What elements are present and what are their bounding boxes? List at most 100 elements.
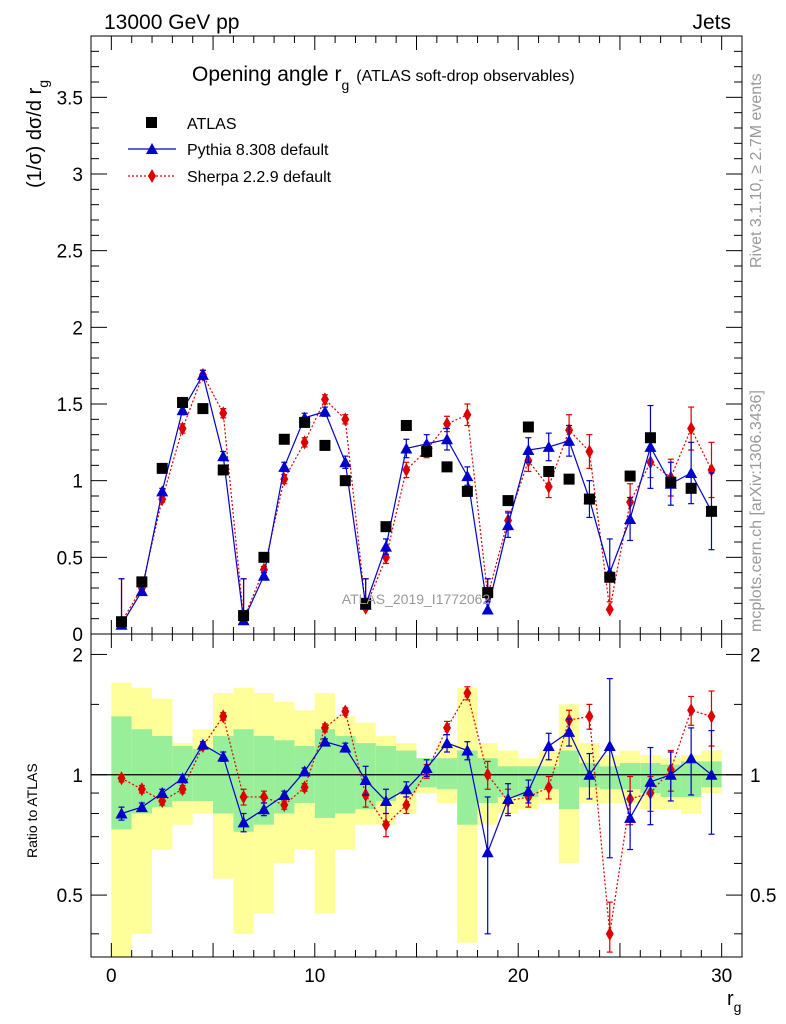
ratio-sherpa-point [483,767,492,782]
ratio-sherpa-point [259,789,268,804]
atlas-data-point [156,462,168,474]
ratio-y-tick-label: 2 [72,645,83,666]
ratio-band-inner [436,758,458,790]
x-axis-label-main: r [727,988,734,1010]
atlas-data-point [400,419,412,431]
ratio-pythia-point [176,772,189,784]
chart-title-main: Opening angle r [192,63,341,86]
chart-title: Opening angle rg (ATLAS soft-drop observa… [192,63,575,93]
ratio-pythia-point [196,738,209,750]
pythia-point [400,442,413,454]
atlas-data-point [604,571,616,583]
main-y-axis-label-sub: g [35,80,51,88]
ratio-band-inner [396,750,417,794]
sherpa-point [300,435,309,450]
sherpa-point [219,406,228,421]
pythia-point [685,467,698,478]
pythia-point [563,434,576,446]
pythia-point [461,470,474,482]
ratio-band-inner [457,750,478,825]
ratio-band-inner [558,750,580,810]
pythia-point [522,444,535,455]
ratio-band-inner [314,729,336,818]
pythia-point [481,603,494,615]
atlas-data-point [624,470,636,482]
pythia-line [121,373,713,626]
atlas-data-point [644,432,656,444]
ratio-pythia-point [705,768,718,780]
mcplots-source-label: mcplots.cern.ch [arXiv:1306.3436] [748,390,765,632]
ratio-sherpa-point [300,780,309,795]
ratio-pythia-point [115,807,128,819]
ratio-band-inner [253,736,275,825]
ratio-sherpa-point [463,686,472,701]
ratio-pythia-point [583,768,596,780]
header-left-label: 13000 GeV pp [104,11,239,34]
x-axis-label: rg [727,988,741,1015]
pythia-point [135,585,148,597]
ratio-pythia-point [359,774,372,786]
x-axis-label-sub: g [734,999,742,1015]
atlas-data-point [583,493,595,505]
atlas-data-point [136,576,148,588]
ratio-pythia-point [339,741,352,753]
pythia-point [176,404,189,416]
ratio-y-axis-label: Ratio to ATLAS [24,763,40,858]
chart-title-sub: g [341,77,349,93]
pythia-point [278,460,291,472]
sherpa-point [341,412,350,427]
ratio-pythia-point [420,761,433,773]
sherpa-point [320,392,329,407]
main-axes: 0 0.5 1 1.5 2 2.5 3 3.5 [57,36,742,646]
main-y-tick-label: 1.5 [57,395,83,416]
main-data-layer [115,367,718,630]
legend-label-sherpa: Sherpa 2.2.9 default [187,169,332,186]
sherpa-point [605,602,614,617]
ratio-pythia-point [481,846,494,858]
ratio-band-inner [131,729,153,814]
ratio-y-tick-label-right: 2 [750,645,761,666]
atlas-data-point [197,403,209,415]
ratio-pythia-point [135,801,148,813]
legend-marker-atlas [146,117,157,128]
x-tick-label: 10 [304,966,325,987]
ratio-band-inner [497,766,519,797]
ratio-pythia-point [257,803,270,815]
legend: ATLAS Pythia 8.308 default Sherpa 2.2.9 … [128,116,332,186]
ratio-y-tick-label: 1 [72,766,83,787]
main-y-axis-label: (1/σ) dσ/d rg [24,80,51,188]
ratio-sherpa-point [605,926,614,941]
legend-marker-sherpa [148,169,156,183]
pythia-point [379,540,392,552]
ratio-pythia-point [400,783,413,795]
ratio-pythia-point [217,750,230,762]
sherpa-line [121,373,713,623]
ratio-pythia-point [644,775,657,787]
ratio-sherpa-point [320,720,329,735]
ratio-pythia-point [278,788,291,800]
rivet-version-label: Rivet 3.1.10, ≥ 2.7M events [748,73,765,268]
ratio-pythia-point [156,787,169,799]
ratio-axes: 0.5 0.51 12 20 10 20 30 [57,634,776,987]
ratio-sherpa-point [280,798,289,813]
ratio-sherpa-point [381,817,390,832]
sherpa-point [178,421,187,436]
pythia-point [624,513,637,524]
pythia-point [318,405,331,417]
ratio-sherpa-point [137,782,146,797]
atlas-data-point [299,416,311,428]
atlas-data-point [258,551,270,563]
main-y-tick-label: 3.5 [57,88,83,109]
atlas-data-point [319,439,331,451]
ratio-pythia-point [563,725,576,737]
pythia-point [217,450,230,462]
pythia-point [156,485,169,497]
ratio-band-inner [274,740,295,814]
pythia-point [441,433,454,445]
ratio-sherpa-point [117,771,126,786]
ratio-sherpa-point [585,709,594,724]
pythia-point [196,368,209,380]
ratio-sherpa-point [341,704,350,719]
main-y-axis-label-main: (1/σ) dσ/d r [24,87,46,188]
atlas-data-point [665,476,677,488]
